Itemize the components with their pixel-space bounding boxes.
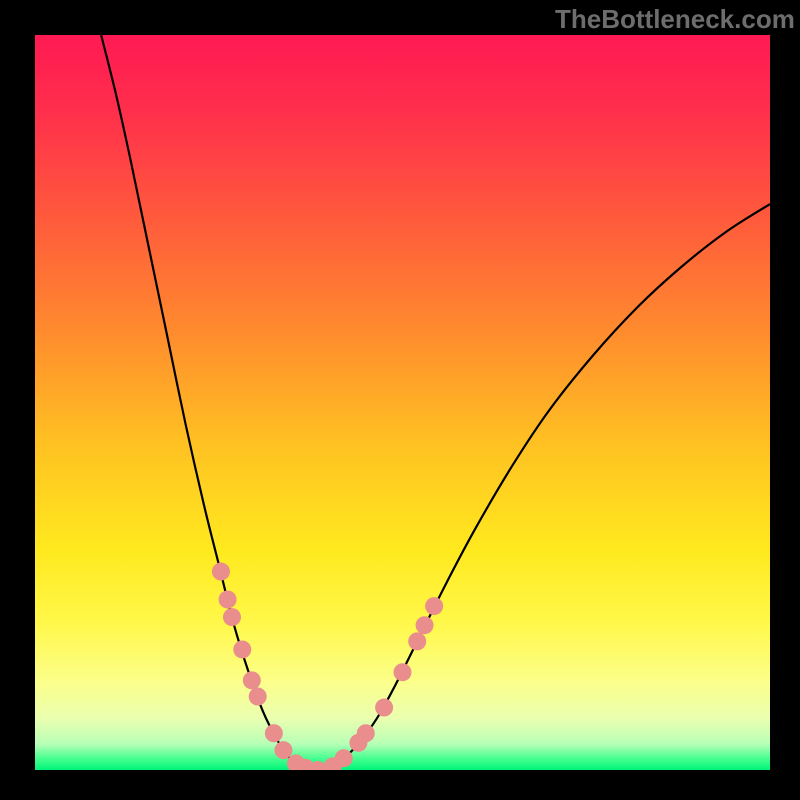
plot-svg xyxy=(35,35,770,770)
plot-area xyxy=(35,35,770,770)
watermark-text: TheBottleneck.com xyxy=(555,4,795,35)
data-marker xyxy=(219,590,237,608)
data-marker xyxy=(223,608,241,626)
data-marker xyxy=(408,632,426,650)
data-marker xyxy=(394,663,412,681)
data-marker xyxy=(375,699,393,717)
data-marker xyxy=(212,563,230,581)
gradient-background xyxy=(35,35,770,770)
data-marker xyxy=(425,597,443,615)
data-marker xyxy=(243,671,261,689)
data-marker xyxy=(335,749,353,767)
data-marker xyxy=(416,616,434,634)
data-marker xyxy=(233,640,251,658)
data-marker xyxy=(265,724,283,742)
data-marker xyxy=(249,688,267,706)
data-marker xyxy=(274,741,292,759)
data-marker xyxy=(357,724,375,742)
